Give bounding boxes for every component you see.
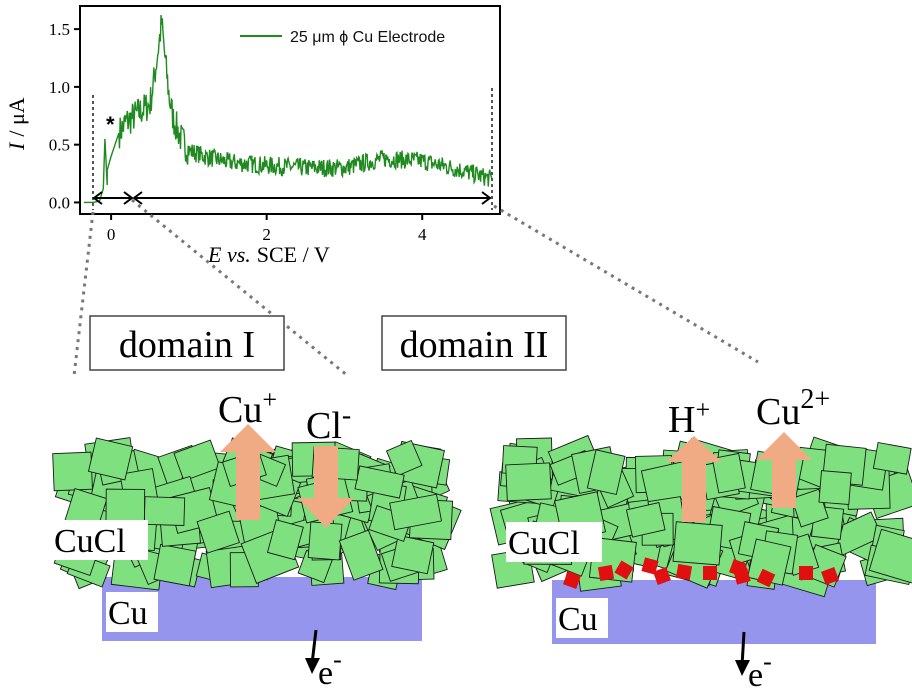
panel-domain-I: Cu+ Cl- CuCl Cu e- [52,385,462,688]
h-ion-up-arrow [666,436,722,522]
red-species-square [597,564,615,582]
electron-label-left: e- [318,645,342,688]
cl-ion-down-arrow [298,446,354,528]
domain-II-label: domain II [400,324,549,366]
red-species-square [756,568,776,588]
domain-I-arrow [92,191,134,205]
cl-minus-label: Cl- [306,400,351,447]
cucl-label-right: CuCl [508,525,580,562]
zoom-connectors [72,198,759,378]
cucl-crystal [87,437,134,481]
cucl-crystal [52,451,93,492]
cucl-crystal [266,519,304,561]
peak-marker: * [106,112,115,137]
cucl-crystal [153,543,197,587]
y-tick-label: 1.5 [49,20,70,39]
cucl-label-left: CuCl [54,523,126,560]
cucl-crystal [385,439,423,477]
cucl-crystal [196,510,240,554]
cucl-crystal [625,502,666,538]
cu-plus-label: Cu+ [218,385,277,431]
red-species-square [703,566,717,580]
cu-ion-up-arrow [220,424,276,520]
cucl-crystal [818,470,852,506]
cucl-crystal [338,529,384,581]
domain-II-box: domain II [381,315,567,371]
y-tick-label: 0.5 [49,136,70,155]
y-tick-label: 0.0 [49,193,70,212]
red-species-square [563,571,581,589]
x-axis-label: E vs. SCE / V [207,242,330,267]
cucl-crystal [307,521,343,561]
red-species-square [641,557,659,575]
cucl-crystal [586,449,626,496]
cucl-crystal-layer-right [489,434,912,598]
red-species-square [675,563,693,581]
cucl-crystal [173,439,221,482]
cu2-plus-label: Cu2+ [756,384,830,433]
cucl-crystal [872,442,912,475]
cucl-crystal [391,534,435,575]
red-species-square [821,567,839,585]
cucl-crystal [672,521,723,566]
legend-label: 25 μm ϕ Cu Electrode [290,29,445,46]
electron-label-right: e- [748,647,772,688]
interfacial-species [563,557,839,589]
y-axis-label: I/ μA [4,97,29,151]
y-tick-label: 1.0 [49,78,70,97]
cucl-crystal [711,452,746,494]
red-species-square [653,567,671,585]
x-tick-label: 2 [262,225,271,244]
red-species-square [733,567,751,585]
cucl-crystal [389,493,443,531]
cu-metal-label-right: Cu [558,601,598,638]
panel-domain-II: H+ Cu2+ CuCl Cu e- [489,384,912,688]
electron-arrow-right [735,631,750,676]
domain-I-box: domain I [89,315,285,371]
cu-metal-label-left: Cu [108,595,148,632]
domain-I-label: domain I [119,324,255,366]
cucl-crystal [505,462,552,502]
red-species-square [799,566,813,580]
y-axis: 0.0 0.5 1.0 1.5 [49,20,80,212]
cu2-ion-up-arrow [756,432,812,508]
red-species-square [614,560,634,580]
x-tick-label: 4 [418,225,427,244]
x-axis: 0 2 4 [107,214,427,244]
plot-frame [79,5,501,215]
current-curve [83,14,493,204]
h-plus-label: H+ [668,395,710,441]
domain-II-arrow [132,191,492,205]
electron-arrow-left [305,629,320,674]
cucl-crystal [143,496,186,526]
x-tick-label: 0 [107,225,116,244]
